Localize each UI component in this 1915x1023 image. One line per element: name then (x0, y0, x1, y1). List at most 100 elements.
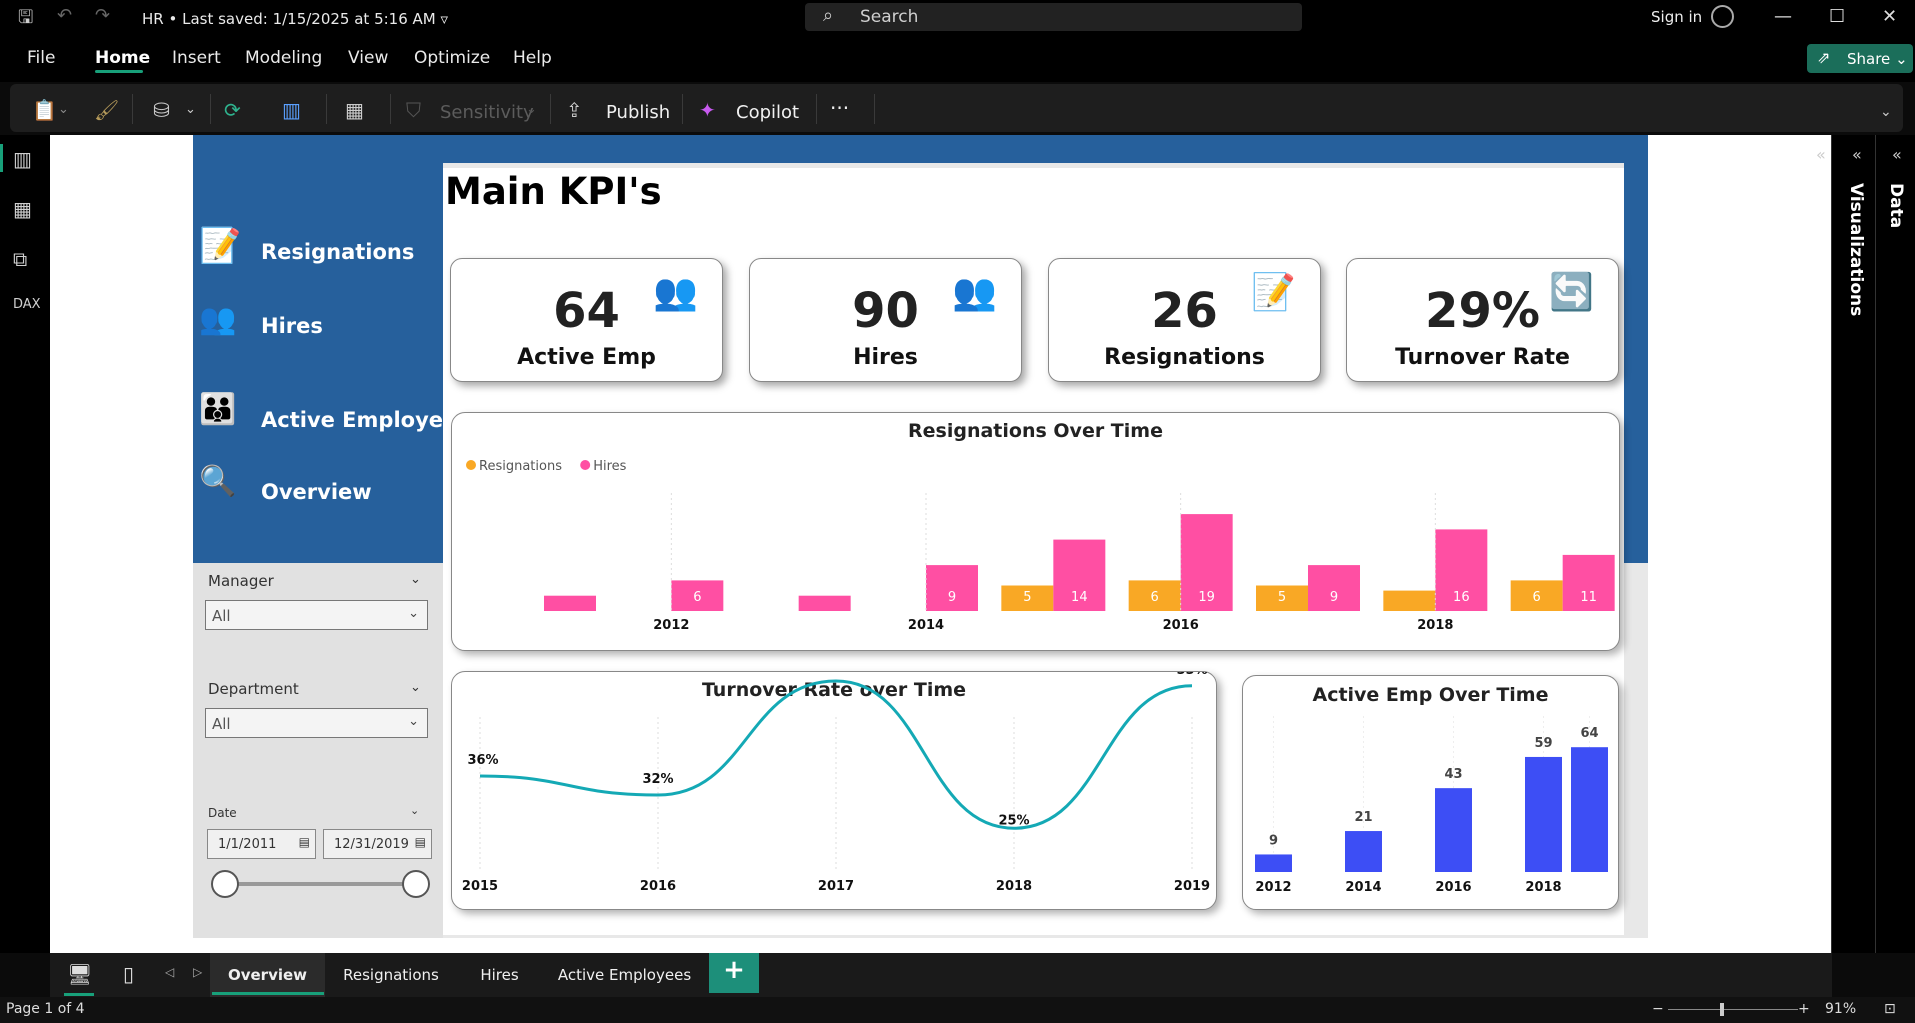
table-view-icon[interactable]: ▦ (13, 197, 32, 221)
format-painter-icon[interactable]: 🖌 (94, 98, 120, 122)
menu-home[interactable]: Home (95, 48, 151, 68)
page-tabs-bar: 🖥 ▯ ◁ ▷ Overview Resignations Hires Acti… (50, 953, 1832, 997)
undo-icon[interactable]: ↶ (57, 5, 73, 26)
bar-active-emp (1255, 854, 1292, 872)
menu-optimize[interactable]: Optimize (414, 48, 491, 68)
nav-active-employees[interactable]: Active Employees (261, 408, 470, 432)
minimize-icon[interactable]: — (1774, 6, 1792, 27)
model-view-icon[interactable]: ⧉ (13, 247, 28, 271)
kpi-label: Resignations (1104, 345, 1265, 370)
chevron-left-icon[interactable]: « (1892, 145, 1902, 164)
title-bar: 🖫 ↶ ↷ HR • Last saved: 1/15/2025 at 5:16… (0, 0, 1915, 36)
resignation-letter-icon[interactable]: 📝 (199, 226, 242, 266)
save-icon[interactable]: 🖫 (18, 7, 34, 28)
resignations-over-time-chart[interactable]: Resignations Over Time Resignations Hires… (451, 412, 1620, 651)
tab-resignations[interactable]: Resignations (343, 966, 439, 984)
share-button[interactable]: ⇗ Share ⌄ (1807, 44, 1913, 73)
department-select[interactable]: All ⌄ (205, 708, 428, 738)
tab-active-employees[interactable]: Active Employees (557, 966, 692, 984)
menu-help[interactable]: Help (513, 48, 552, 68)
sign-in-link[interactable]: Sign in (1651, 8, 1703, 26)
chevron-down-icon[interactable]: ⌄ (185, 102, 196, 117)
data-label: 25% (998, 813, 1029, 828)
data-label: 55% (1176, 672, 1207, 678)
page-title: Main KPI's (445, 170, 662, 213)
avatar[interactable] (1711, 5, 1734, 28)
overview-dashboard-icon[interactable]: 🔍 (199, 464, 237, 499)
zoom-slider[interactable] (1668, 1009, 1798, 1010)
bar-hires (1180, 514, 1233, 611)
hires-people-icon[interactable]: 👥 (199, 302, 237, 337)
employees-group-icon[interactable]: 👪 (199, 392, 237, 427)
manager-select[interactable]: All ⌄ (205, 600, 428, 630)
copilot-icon[interactable]: ✦ (699, 98, 716, 122)
turnover-rate-chart[interactable]: Turnover Rate over Time 2015 2016 2017 2018… (451, 671, 1217, 910)
new-visual-icon[interactable]: ▥ (282, 98, 301, 122)
data-pane-toggle[interactable]: Data (1886, 183, 1906, 229)
chevron-down-icon: ⌄ (1895, 50, 1908, 68)
paste-icon[interactable]: 📋 (32, 98, 57, 122)
chevron-down-icon[interactable]: ⌄ (410, 572, 421, 587)
nav-hires[interactable]: Hires (261, 314, 323, 338)
x-tick-label: 2016 (1163, 618, 1199, 633)
report-view-icon[interactable]: ▥ (13, 147, 32, 171)
copilot-button[interactable]: Copilot (736, 102, 800, 123)
chart-plot: 9 2012 21 2014 43 2016 59 2018 64 (1255, 716, 1608, 895)
dax-query-view-icon[interactable]: DAX (13, 297, 41, 312)
menu-insert[interactable]: Insert (172, 48, 221, 68)
chevron-down-icon[interactable]: ⌄ (410, 804, 420, 817)
chevron-down-icon[interactable]: ⌄ (410, 680, 421, 695)
data-label: 9 (1330, 590, 1338, 605)
chevron-down-icon: ⌄ (526, 102, 537, 117)
chevron-down-icon[interactable]: ⌄ (58, 102, 69, 117)
chevron-left-icon[interactable]: « (1816, 145, 1826, 164)
calculator-icon[interactable]: ▦ (345, 98, 364, 122)
calendar-icon[interactable]: ▤ (298, 835, 310, 849)
menu-modeling[interactable]: Modeling (245, 48, 323, 68)
menu-view[interactable]: View (348, 48, 389, 68)
date-slider-start-handle[interactable] (211, 870, 239, 898)
desktop-layout-icon[interactable]: 🖥 (67, 962, 93, 986)
get-data-icon[interactable]: ⛁ (153, 98, 170, 122)
visualizations-pane-toggle[interactable]: Visualizations (1846, 183, 1866, 317)
collapse-ribbon-icon[interactable]: ⌄ (1880, 104, 1892, 120)
date-start-input[interactable]: 1/1/2011 ▤ (207, 829, 316, 859)
next-page-icon[interactable]: ▷ (193, 965, 203, 979)
tab-overview[interactable]: Overview (210, 953, 325, 997)
fit-to-page-icon[interactable]: ⊡ (1884, 1001, 1896, 1017)
date-end-input[interactable]: 12/31/2019 ▤ (323, 829, 432, 859)
kpi-card-active-emp: 64 Active Emp 👥 (450, 258, 723, 382)
mobile-layout-icon[interactable]: ▯ (123, 962, 135, 986)
tab-hires[interactable]: Hires (480, 966, 519, 984)
refresh-icon[interactable]: ⟳ (224, 98, 241, 122)
close-icon[interactable]: ✕ (1882, 6, 1898, 27)
redo-icon[interactable]: ↷ (95, 5, 111, 26)
data-label: 16 (1453, 590, 1470, 605)
menu-file[interactable]: File (27, 48, 56, 68)
zoom-out-button[interactable]: − (1652, 1001, 1664, 1017)
nav-resignations[interactable]: Resignations (261, 240, 415, 264)
active-emp-chart[interactable]: Active Emp Over Time 9 2012 21 2014 43 2016 59… (1242, 675, 1619, 910)
calendar-icon[interactable]: ▤ (414, 835, 426, 849)
navigation-panel (193, 135, 443, 563)
zoom-in-button[interactable]: + (1798, 1001, 1810, 1017)
filters-pane-toggle[interactable]: Filters (1808, 185, 1828, 236)
date-slider-end-handle[interactable] (402, 870, 430, 898)
document-title[interactable]: HR • Last saved: 1/15/2025 at 5:16 AM ▿ (142, 10, 449, 28)
search-input[interactable]: ⌕ Search (805, 3, 1302, 31)
publish-icon[interactable]: ⇪ (566, 98, 583, 122)
zoom-slider-handle[interactable] (1720, 1003, 1724, 1016)
bar-resignations (1001, 585, 1054, 611)
chevron-left-icon[interactable]: « (1852, 145, 1862, 164)
nav-overview[interactable]: Overview (261, 480, 372, 504)
legend-label: Resignations (479, 459, 562, 474)
data-label: 9 (1269, 833, 1278, 848)
menu-active-indicator (95, 70, 143, 73)
publish-button[interactable]: Publish (606, 102, 671, 123)
maximize-icon[interactable]: ☐ (1829, 6, 1846, 27)
add-page-button[interactable]: + (709, 953, 759, 993)
data-label: 6 (693, 590, 701, 605)
date-filter-label: Date (208, 806, 237, 820)
more-options-button[interactable]: ··· (830, 96, 850, 120)
previous-page-icon[interactable]: ◁ (165, 965, 175, 979)
